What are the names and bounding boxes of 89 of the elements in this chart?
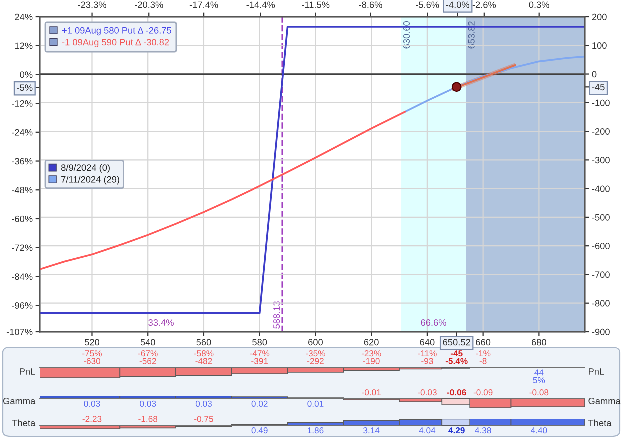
y2-tick-label: -400 bbox=[592, 186, 610, 192]
y2-tick-label: 200 bbox=[592, 14, 607, 20]
annotation: 33.4% bbox=[148, 320, 174, 326]
data-label: 0.03 bbox=[84, 400, 100, 407]
data-label: 44 5% bbox=[533, 370, 546, 384]
data-label: 0.01 bbox=[308, 400, 324, 407]
x2-tick-label: -4.0% bbox=[446, 2, 470, 8]
y-axis-title: Gamma bbox=[4, 398, 36, 404]
data-label: 0.49 bbox=[252, 428, 268, 434]
y-tick-label: -96% bbox=[12, 302, 33, 309]
y2-tick-label: -45 bbox=[592, 84, 605, 91]
x-tick-label: 520 bbox=[84, 339, 100, 346]
data-label: 0.03 bbox=[196, 400, 212, 407]
data-label: -0.01 bbox=[362, 390, 381, 396]
y2-tick-label: -200 bbox=[592, 128, 610, 135]
data-label: 4.29 bbox=[448, 428, 465, 434]
x2-tick-label: -14.4% bbox=[246, 2, 276, 8]
annotation: +1 09Aug 580 Put Δ -26.75 bbox=[62, 27, 172, 36]
x-tick-label: 620 bbox=[364, 339, 379, 346]
y2-tick-label: -700 bbox=[592, 272, 610, 278]
y-tick-label: -36% bbox=[12, 158, 33, 165]
x-tick-label: 560 bbox=[196, 339, 212, 346]
y2-tick-label: 0 bbox=[592, 71, 597, 78]
data-label: -0.08 bbox=[530, 390, 549, 396]
y-tick-label: -72% bbox=[12, 244, 33, 252]
data-label: -67% -562 bbox=[138, 350, 158, 364]
data-label: -11% -93 bbox=[418, 350, 437, 364]
data-label: -2.23 bbox=[82, 416, 102, 422]
y-tick-label: 24% bbox=[15, 14, 33, 20]
y-tick-label: -84% bbox=[12, 274, 33, 280]
y-tick-label: -48% bbox=[12, 187, 33, 194]
y-tick-label: -24% bbox=[12, 129, 33, 136]
x2-tick-label: 0.3% bbox=[529, 2, 550, 8]
annotation: -1 09Aug 590 Put Δ -30.82 bbox=[62, 39, 170, 48]
data-label: 4.04 bbox=[419, 428, 436, 434]
data-label: 1.86 bbox=[308, 428, 324, 434]
y-tick-label: 0% bbox=[20, 72, 33, 78]
y2-tick-label: -100 bbox=[592, 100, 610, 106]
x2-tick-label: -17.4% bbox=[190, 2, 218, 8]
x-tick-label: 640 bbox=[420, 339, 435, 346]
x-tick-label: 650.52 bbox=[443, 339, 470, 346]
y2-tick-label: -600 bbox=[592, 243, 610, 250]
annotation: 66.6% bbox=[421, 320, 446, 326]
y-tick-label: -60% bbox=[12, 216, 33, 222]
data-label: -1.68 bbox=[138, 416, 158, 422]
x2-tick-label: -11.5% bbox=[302, 2, 330, 8]
data-label: -35% -292 bbox=[306, 350, 326, 364]
y-tick-label: -12% bbox=[12, 100, 33, 107]
legend-label: 8/9/2024 (0) bbox=[61, 164, 110, 173]
y2-axis-title: Gamma bbox=[588, 398, 621, 404]
x-tick-label: 680 bbox=[532, 339, 546, 346]
x-tick-label: 580 bbox=[252, 339, 268, 346]
y-axis-title: PnL bbox=[20, 368, 36, 375]
x2-tick-label: -23.3% bbox=[78, 2, 106, 8]
data-label: -47% -391 bbox=[250, 350, 270, 364]
x2-tick-label: -20.3% bbox=[135, 2, 164, 8]
data-label: -0.06 bbox=[447, 390, 466, 396]
y-tick-label: 12% bbox=[15, 42, 33, 50]
data-label: -58% -482 bbox=[194, 350, 214, 364]
x-tick-label: 600 bbox=[308, 339, 323, 346]
y2-tick-label: -300 bbox=[592, 157, 610, 164]
y2-axis-title: PnL bbox=[589, 368, 604, 375]
data-label: -1% -8 bbox=[476, 350, 491, 364]
y-tick-label: -107% bbox=[6, 328, 33, 336]
data-label: -45 -5.4% bbox=[446, 350, 468, 364]
ref-line-label: 588.13 bbox=[274, 302, 280, 329]
x2-tick-label: -5.6% bbox=[416, 2, 440, 8]
data-label: -0.09 bbox=[474, 390, 493, 396]
x-tick-label: 540 bbox=[140, 339, 156, 346]
x-tick-label: 660 bbox=[476, 339, 491, 346]
legend-label: 7/11/2024 (29) bbox=[62, 176, 120, 185]
y2-tick-label: -900 bbox=[592, 328, 610, 336]
data-label: 0.02 bbox=[252, 400, 268, 407]
data-label: 0.03 bbox=[140, 400, 156, 407]
x2-tick-label: -2.6% bbox=[472, 2, 496, 8]
y2-axis-title: Theta bbox=[588, 420, 612, 426]
data-label: -0.03 bbox=[418, 390, 437, 396]
x2-tick-label: -8.6% bbox=[359, 2, 382, 8]
y2-tick-label: 100 bbox=[592, 42, 607, 50]
data-label: 4.38 bbox=[475, 428, 492, 434]
y2-tick-label: -800 bbox=[592, 300, 610, 307]
data-label: 3.14 bbox=[364, 428, 380, 434]
data-label: 4.40 bbox=[531, 428, 548, 434]
y-tick-label: -5% bbox=[17, 84, 33, 92]
data-label: -23% -190 bbox=[362, 350, 382, 364]
data-label: -0.75 bbox=[194, 416, 214, 422]
y2-tick-label: -500 bbox=[592, 214, 610, 221]
data-label: -75% -630 bbox=[82, 350, 102, 364]
y-axis-title: Theta bbox=[12, 420, 36, 426]
